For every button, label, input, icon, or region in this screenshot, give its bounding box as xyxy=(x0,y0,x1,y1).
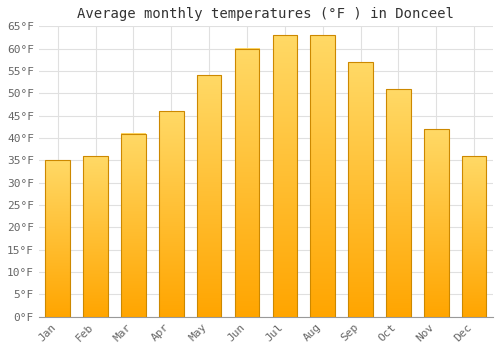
Bar xyxy=(46,160,70,317)
Bar xyxy=(348,62,373,317)
Bar xyxy=(197,76,222,317)
Bar xyxy=(234,49,260,317)
Bar xyxy=(386,89,410,317)
Bar xyxy=(310,35,335,317)
Bar xyxy=(84,156,108,317)
Bar xyxy=(272,35,297,317)
Bar xyxy=(424,129,448,317)
Title: Average monthly temperatures (°F ) in Donceel: Average monthly temperatures (°F ) in Do… xyxy=(78,7,454,21)
Bar xyxy=(462,156,486,317)
Bar xyxy=(121,134,146,317)
Bar xyxy=(159,111,184,317)
